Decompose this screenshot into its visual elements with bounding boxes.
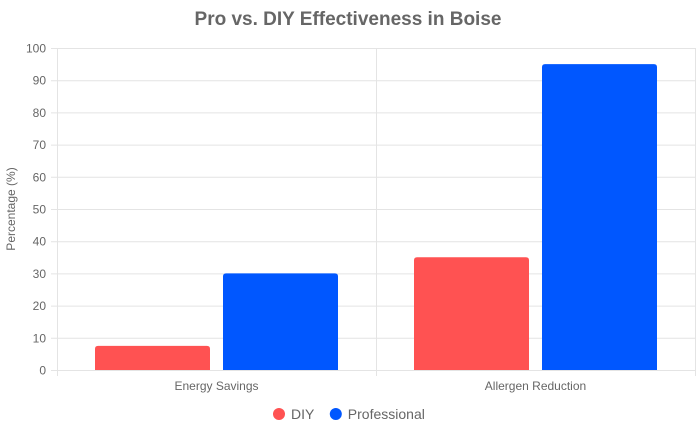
bar-professional-allergen-reduction <box>542 64 657 370</box>
legend-marker-professional <box>329 408 342 420</box>
y-tick-label: 80 <box>33 106 47 120</box>
x-tick-label: Energy Savings <box>174 379 258 393</box>
y-tick-label: 70 <box>33 138 47 152</box>
y-tick-label: 20 <box>33 299 47 313</box>
bar-diy-energy-savings <box>95 345 210 370</box>
chart-title: Pro vs. DIY Effectiveness in Boise <box>195 9 502 30</box>
y-tick-label: 10 <box>33 331 47 345</box>
bar-diy-allergen-reduction <box>414 257 529 370</box>
y-tick-label: 0 <box>39 364 46 378</box>
y-tick-label: 100 <box>26 42 46 56</box>
bar-professional-energy-savings <box>223 273 338 370</box>
y-tick-label: 50 <box>33 203 47 217</box>
y-tick-label: 60 <box>33 170 47 184</box>
legend-label-professional: Professional <box>348 406 425 422</box>
legend-marker-diy <box>273 408 285 420</box>
y-tick-label: 90 <box>33 74 47 88</box>
legend-label-diy: DIY <box>291 406 315 422</box>
x-tick-label: Allergen Reduction <box>485 379 586 393</box>
y-tick-label: 30 <box>33 267 47 281</box>
y-tick-label: 40 <box>33 235 47 249</box>
y-axis-label: Percentage (%) <box>4 167 18 250</box>
